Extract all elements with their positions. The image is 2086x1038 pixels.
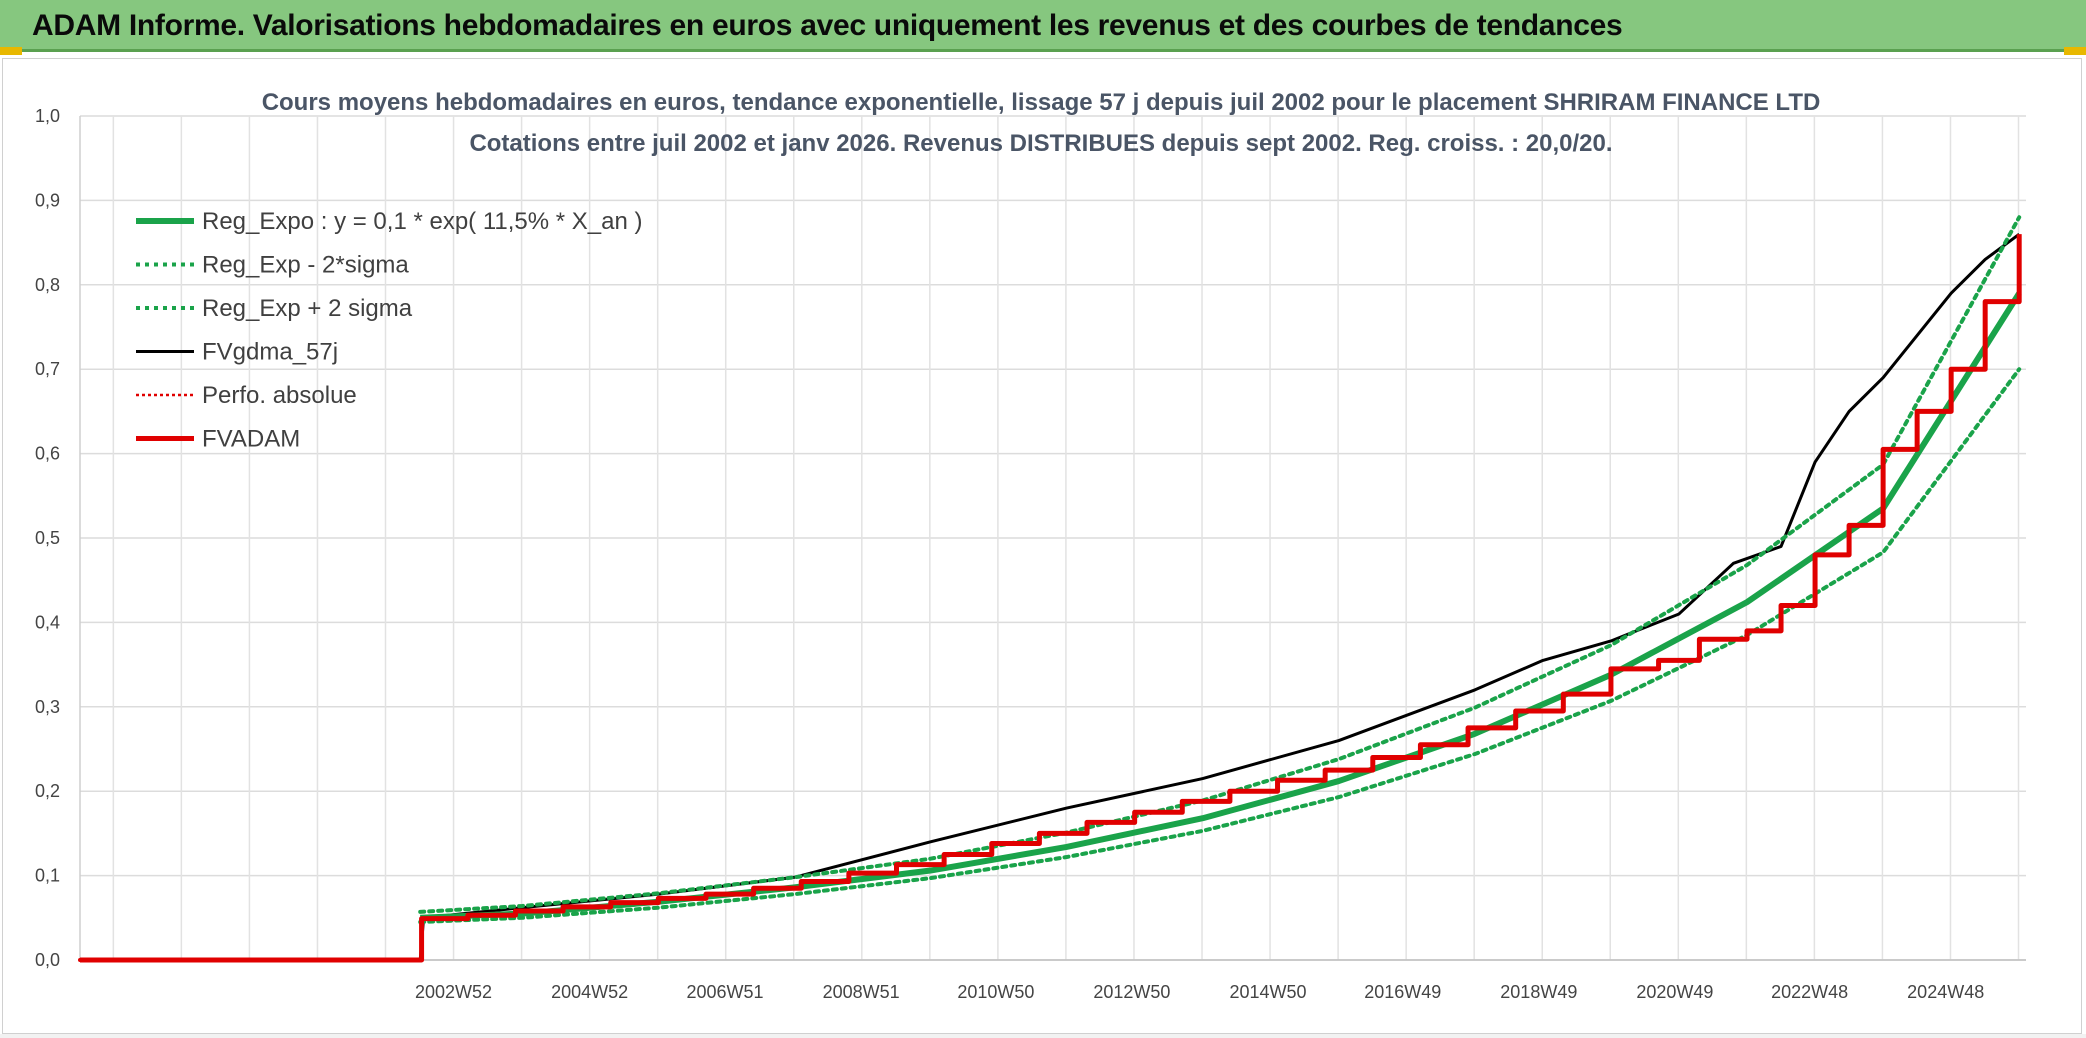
x-tick-label: 2016W49 <box>1364 982 1441 1002</box>
banner-corner-right <box>2064 47 2086 55</box>
legend-label-4: Perfo. absolue <box>202 382 357 409</box>
y-axis-ticks: 0,0 0,1 0,2 0,3 0,4 0,5 0,6 0,7 0,8 0,9 1,0 <box>35 106 60 970</box>
y-tick-label: 0,4 <box>35 612 60 632</box>
header-banner: ADAM Informe. Valorisations hebdomadaire… <box>0 0 2086 55</box>
chart-title-line-2: Cotations entre juil 2002 et janv 2026. … <box>469 130 1612 157</box>
legend: Reg_Expo : y = 0,1 * exp( 11,5% * X_an )… <box>136 208 642 453</box>
x-tick-label: 2014W50 <box>1229 982 1306 1002</box>
grid-lines <box>79 115 2026 961</box>
x-axis-ticks: 2002W52 2004W52 2006W51 2008W51 2010W50 2012W… <box>415 982 1984 1002</box>
x-tick-label: 2010W50 <box>957 982 1034 1002</box>
chart-frame <box>2 58 2082 1034</box>
x-tick-label: 2006W51 <box>687 982 764 1002</box>
y-tick-label: 1,0 <box>35 106 60 126</box>
banner-corner-left <box>0 47 22 55</box>
y-tick-label: 0,6 <box>35 444 60 464</box>
series-line-5 <box>80 234 2022 963</box>
legend-label-0: Reg_Expo : y = 0,1 * exp( 11,5% * X_an ) <box>202 208 642 235</box>
chart-title-line-1: Cours moyens hebdomadaires en euros, ten… <box>262 89 1821 116</box>
series-line-2 <box>418 215 2022 914</box>
x-tick-label: 2004W52 <box>551 982 628 1002</box>
y-tick-label: 0,3 <box>35 697 60 717</box>
banner-title: ADAM Informe. Valorisations hebdomadaire… <box>32 9 1623 42</box>
y-tick-label: 0,1 <box>35 866 60 886</box>
y-tick-label: 0,2 <box>35 781 60 801</box>
x-tick-label: 2008W51 <box>823 982 900 1002</box>
legend-label-1: Reg_Exp - 2*sigma <box>202 252 409 279</box>
series-lines <box>78 215 2022 963</box>
x-tick-label: 2018W49 <box>1500 982 1577 1002</box>
x-tick-label: 2022W48 <box>1771 982 1848 1002</box>
x-tick-label: 2020W49 <box>1636 982 1713 1002</box>
bottom-strip <box>0 1034 2086 1038</box>
legend-label-5: FVADAM <box>202 426 300 453</box>
legend-label-3: FVgdma_57j <box>202 339 338 366</box>
x-tick-label: 2002W52 <box>415 982 492 1002</box>
y-tick-label: 0,8 <box>35 275 60 295</box>
x-tick-label: 2012W50 <box>1093 982 1170 1002</box>
y-tick-label: 0,9 <box>35 190 60 210</box>
x-tick-label: 2024W48 <box>1907 982 1984 1002</box>
y-tick-label: 0,7 <box>35 359 60 379</box>
legend-label-2: Reg_Exp + 2 sigma <box>202 295 413 322</box>
series-line-1 <box>418 367 2022 925</box>
y-tick-label: 0,0 <box>35 950 60 970</box>
y-tick-label: 0,5 <box>35 528 60 548</box>
